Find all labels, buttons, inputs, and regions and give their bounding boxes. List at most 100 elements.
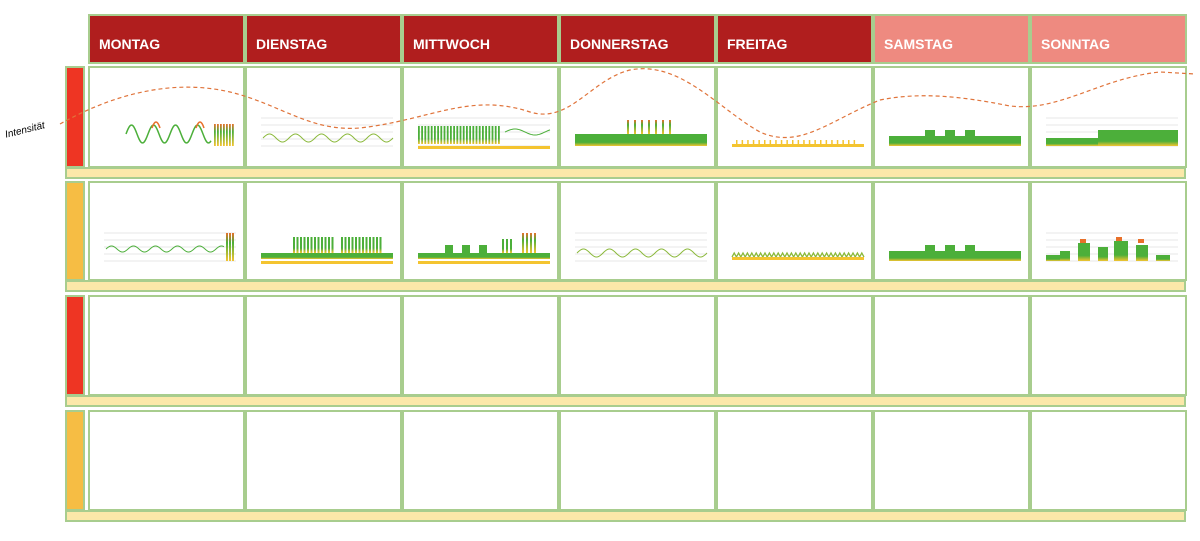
intensity-bar — [1060, 251, 1070, 261]
intensity-bar — [226, 233, 228, 261]
intensity-bar — [362, 237, 364, 253]
intensity-bar — [736, 140, 738, 144]
cell-montag-row-3[interactable] — [88, 295, 245, 396]
intensity-bar — [925, 130, 935, 136]
intensity-bar — [314, 237, 316, 253]
cell-samstag-row-4[interactable] — [873, 410, 1030, 511]
intensity-bar — [764, 140, 766, 144]
intensity-chart-montag-row-2 — [104, 232, 236, 262]
cell-mittwoch-row-4[interactable] — [402, 410, 559, 511]
intensity-bar — [469, 126, 471, 144]
intensity-bar — [747, 140, 749, 144]
intensity-bar — [379, 237, 382, 253]
cell-donnerstag-row-2[interactable] — [559, 181, 716, 281]
intensity-bar — [232, 124, 234, 146]
intensity-bar — [348, 237, 350, 253]
intensity-bar — [889, 136, 1021, 146]
intensity-bar — [434, 126, 436, 144]
intensity-bar — [310, 237, 313, 253]
intensity-bar — [853, 140, 856, 144]
intensity-bar — [424, 126, 427, 144]
intensity-bar — [530, 233, 532, 253]
intensity-bar — [925, 245, 935, 251]
intensity-bar — [792, 140, 794, 144]
intensity-bar — [1136, 245, 1148, 261]
intensity-chart-mittwoch-row-2 — [418, 233, 550, 264]
intensity-line — [262, 133, 394, 143]
row-marker-3 — [65, 295, 85, 396]
cell-montag-row-4[interactable] — [88, 410, 245, 511]
row-marker-4 — [65, 410, 85, 511]
base-strip — [732, 257, 864, 260]
intensity-chart-freitag-row-1 — [732, 140, 864, 147]
intensity-bar — [478, 126, 481, 144]
cell-mittwoch-row-2[interactable] — [402, 181, 559, 281]
intensity-bar — [303, 237, 306, 253]
cell-sonntag-row-4[interactable] — [1030, 410, 1187, 511]
intensity-bar — [479, 245, 487, 253]
intensity-bar — [324, 237, 327, 253]
intensity-bar — [307, 237, 309, 253]
intensity-bar — [669, 120, 671, 134]
intensity-bar — [634, 120, 636, 134]
intensity-bar — [466, 126, 468, 144]
cell-donnerstag-row-3[interactable] — [559, 295, 716, 396]
intensity-bar — [317, 237, 320, 253]
intensity-bar — [808, 140, 811, 144]
intensity-bar — [498, 126, 500, 144]
intensity-chart-samstag-row-2 — [889, 245, 1021, 261]
day-header-dienstag: DIENSTAG — [245, 14, 402, 64]
intensity-bar — [848, 140, 850, 144]
cell-montag-row-2[interactable] — [88, 181, 245, 281]
intensity-bar — [1098, 247, 1108, 261]
intensity-bar — [534, 233, 536, 253]
cell-dienstag-row-3[interactable] — [245, 295, 402, 396]
cell-mittwoch-row-3[interactable] — [402, 295, 559, 396]
intensity-bar — [440, 126, 443, 144]
intensity-bar — [472, 126, 475, 144]
intensity-chart-sonntag-row-1 — [1046, 117, 1178, 147]
intensity-label: Intensität — [4, 120, 47, 141]
intensity-bar — [506, 239, 508, 253]
intensity-bar — [450, 126, 452, 144]
intensity-bar — [752, 140, 755, 144]
intensity-bar — [662, 120, 664, 134]
intensity-bar — [445, 245, 453, 253]
intensity-chart-donnerstag-row-1 — [575, 120, 707, 146]
intensity-bar — [331, 237, 334, 253]
intensity-bar — [1046, 255, 1060, 261]
cell-freitag-row-3[interactable] — [716, 295, 873, 396]
intensity-bar — [825, 140, 828, 144]
intensity-bar — [526, 233, 528, 253]
day-header-sonntag: SONNTAG — [1030, 14, 1187, 64]
intensity-peak — [1080, 239, 1086, 243]
intensity-bar — [889, 251, 1021, 261]
cell-dienstag-row-4[interactable] — [245, 410, 402, 511]
intensity-bar — [341, 237, 343, 253]
intensity-bar — [446, 126, 449, 144]
intensity-bar — [427, 126, 430, 144]
intensity-bar — [803, 140, 805, 144]
day-header-samstag: SAMSTAG — [873, 14, 1030, 64]
intensity-bar — [365, 237, 368, 253]
intensity-bar — [226, 124, 228, 146]
intensity-bar — [510, 239, 512, 253]
intensity-bar — [296, 237, 299, 253]
intensity-bar — [223, 124, 225, 146]
intensity-bar — [293, 237, 295, 253]
intensity-bar — [462, 126, 465, 144]
cell-dienstag-row-2[interactable] — [245, 181, 402, 281]
intensity-bar — [786, 140, 788, 144]
cell-donnerstag-row-4[interactable] — [559, 410, 716, 511]
intensity-bar — [358, 237, 361, 253]
intensity-bar — [575, 134, 707, 146]
row-separator-1 — [65, 167, 1186, 179]
intensity-peak — [1138, 239, 1144, 243]
cell-sonntag-row-3[interactable] — [1030, 295, 1187, 396]
intensity-bar — [372, 237, 375, 253]
cell-samstag-row-3[interactable] — [873, 295, 1030, 396]
cell-freitag-row-2[interactable] — [716, 181, 873, 281]
cell-samstag-row-2[interactable] — [873, 181, 1030, 281]
intensity-line — [576, 248, 708, 258]
cell-freitag-row-4[interactable] — [716, 410, 873, 511]
